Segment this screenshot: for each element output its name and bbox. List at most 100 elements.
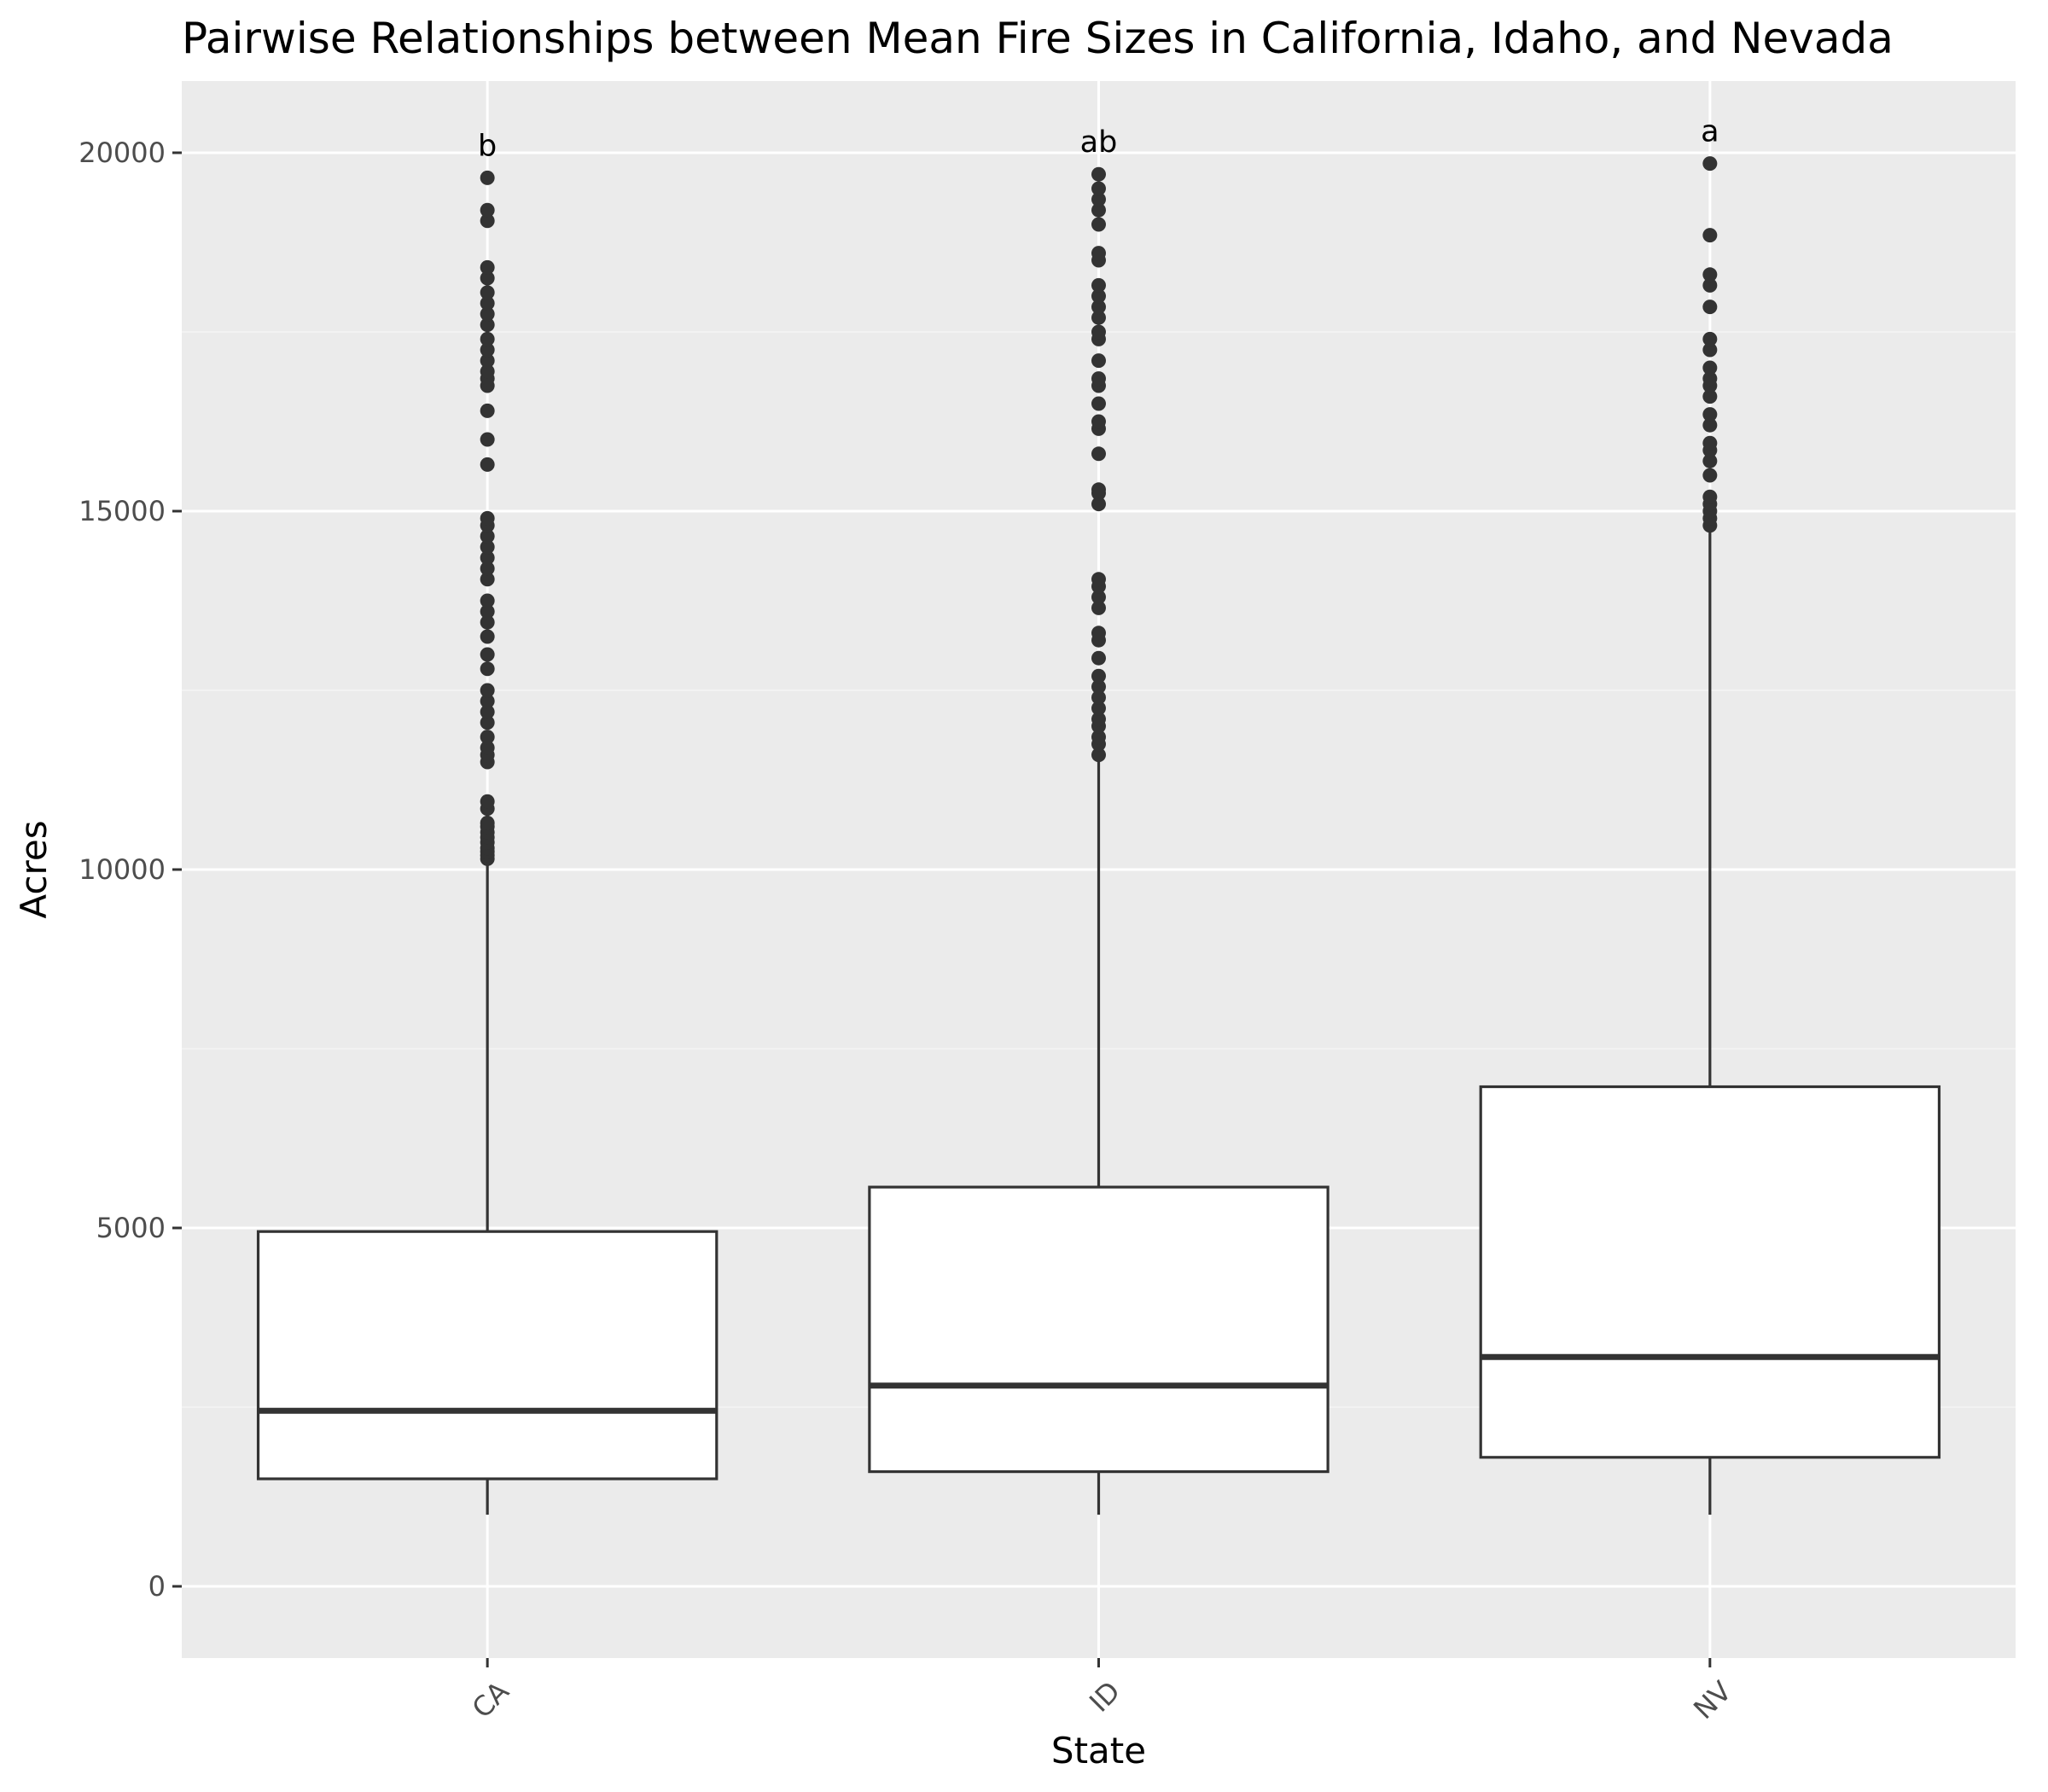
outlier-point [480,342,495,358]
outlier-point [480,572,495,587]
outlier-point [1702,468,1718,483]
outlier-point [1091,202,1106,218]
outlier-point [1091,353,1106,369]
outlier-point [1091,748,1106,763]
outlier-point [1091,217,1106,232]
outlier-point [1091,300,1106,315]
outlier-point [480,528,495,544]
outlier-point [1702,453,1718,468]
outlier-point [1702,267,1718,282]
outlier-point [1702,277,1718,293]
box-group-id: ab [868,125,1329,1515]
box-group-ca: b [256,129,719,1515]
outlier-point [1702,342,1718,358]
y-axis-title: Acres [13,820,55,918]
outlier-point [1702,407,1718,422]
y-tick-label: 20000 [79,137,166,169]
box-iqr [868,1185,1329,1474]
outlier-point [1091,730,1106,745]
outlier-point [480,432,495,447]
outlier-point [480,271,495,286]
outlier-point [1091,288,1106,304]
outlier-point [480,306,495,322]
x-tick-label: CA [466,1675,515,1725]
outlier-point [480,614,495,630]
outlier-point [480,285,495,300]
outlier-point [1702,156,1718,172]
outlier-point [480,403,495,418]
outlier-point [1091,192,1106,207]
outlier-point [480,295,495,311]
outlier-point [480,815,495,830]
outlier-point [480,364,495,379]
outlier-point [1702,489,1718,504]
outlier-point [1091,679,1106,695]
outlier-point [480,704,495,719]
outlier-point [1702,300,1718,315]
outlier-point [1091,166,1106,182]
outlier-point [480,715,495,730]
outlier-point [1091,371,1106,387]
outlier-point [480,794,495,809]
outlier-point [1702,228,1718,243]
outlier-point [480,202,495,218]
y-tick-label: 5000 [96,1212,166,1244]
outlier-point [1702,435,1718,451]
outlier-point [480,740,495,755]
outlier-point [1091,572,1106,587]
outlier-point [1091,668,1106,684]
chart-title: Pairwise Relationships between Mean Fire… [182,14,1894,63]
outlier-point [1091,246,1106,261]
y-tick-label: 0 [148,1570,166,1603]
y-tick-label: 10000 [79,853,166,886]
outlier-point [1091,310,1106,325]
boxes: b ab a [256,115,1941,1515]
y-tick-label: 15000 [79,495,166,527]
outlier-point [480,353,495,369]
outlier-point [480,259,495,275]
outlier-point [1091,590,1106,605]
outlier-point [1091,414,1106,429]
outlier-point [1702,360,1718,375]
outlier-point [1091,396,1106,411]
outlier-point [1091,600,1106,615]
outlier-point [480,213,495,229]
outlier-point [480,694,495,709]
x-tick-label: ID [1083,1675,1126,1719]
outlier-point [1091,482,1106,497]
x-axis-title: State [1051,1730,1146,1772]
outlier-point [1702,417,1718,433]
outlier-point [480,683,495,698]
outlier-point [480,593,495,608]
group-letter-ca: b [478,129,497,163]
outlier-point [1091,689,1106,705]
outlier-point [1091,497,1106,512]
outlier-point [480,561,495,576]
outlier-point [480,317,495,333]
box-iqr [1479,1085,1941,1459]
outlier-point [480,331,495,346]
outlier-point [1702,389,1718,404]
box-iqr [256,1230,719,1481]
outlier-point [480,629,495,644]
group-letter-id: ab [1080,125,1118,160]
outlier-point [1091,650,1106,666]
outlier-point [480,510,495,526]
outlier-point [1091,324,1106,340]
outlier-point [480,457,495,472]
outlier-point [480,170,495,185]
outlier-point [1091,701,1106,716]
outlier-point [480,550,495,566]
outlier-point [1091,446,1106,462]
outlier-point [480,730,495,745]
outlier-point [1091,625,1106,641]
outlier-point [480,647,495,662]
x-tick-label: NV [1687,1675,1737,1725]
outlier-point [1091,712,1106,727]
outlier-point [1702,331,1718,346]
outlier-point [1702,371,1718,387]
outlier-point [1091,277,1106,293]
outlier-point [480,539,495,555]
outlier-point [1091,181,1106,196]
